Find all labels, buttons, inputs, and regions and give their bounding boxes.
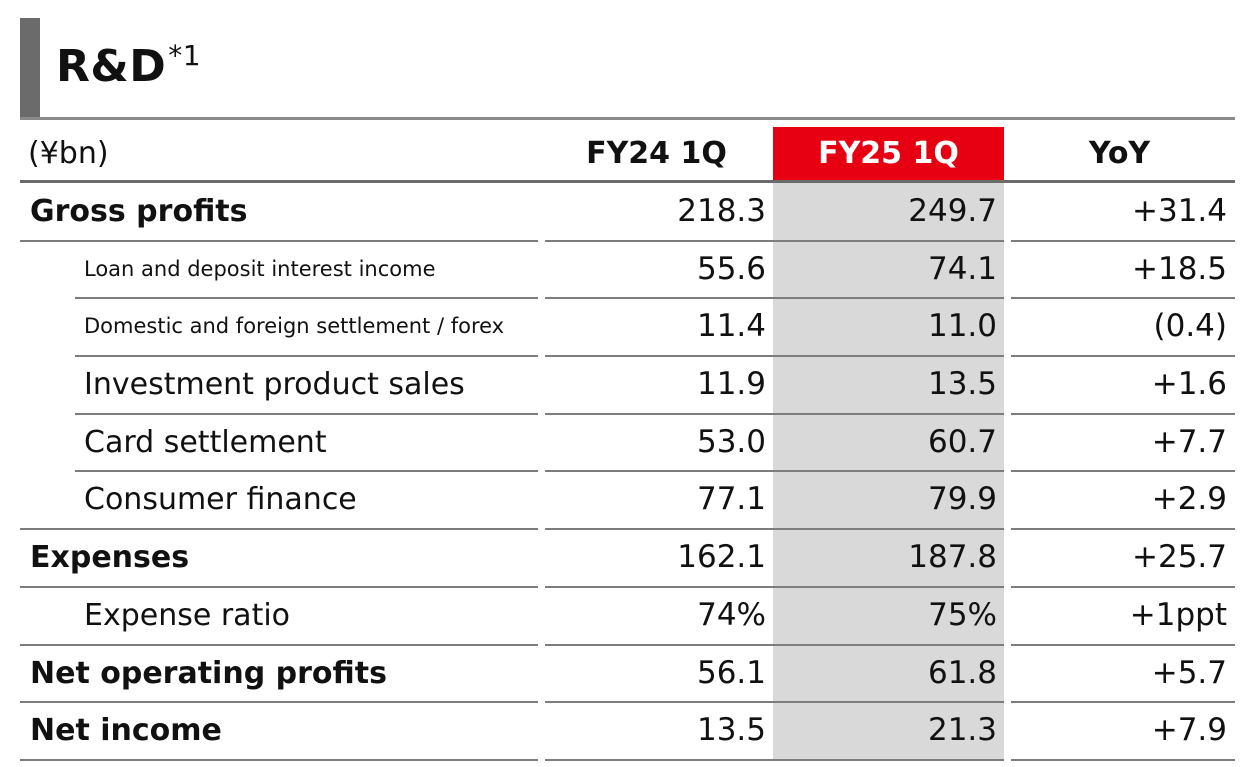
fy24-value: 56.1 <box>696 654 766 691</box>
table-row-loan-deposit-interest: Loan and deposit interest income 55.6 74… <box>0 241 1257 300</box>
row-divider <box>20 701 1235 704</box>
yoy-value: +1.6 <box>1151 366 1227 403</box>
row-label: Gross profits <box>30 194 248 229</box>
column-header-fy25: FY25 1Q <box>818 136 959 171</box>
fy25-value: 79.9 <box>927 481 997 518</box>
column-header-fy24: FY24 1Q <box>586 136 727 171</box>
fy25-value: 75% <box>928 596 997 633</box>
row-divider <box>75 297 1235 300</box>
fy24-value: 11.9 <box>696 366 766 403</box>
financial-table: Gross profits 218.3 249.7 +31.4 Loan and… <box>0 183 1257 761</box>
yoy-value: +25.7 <box>1132 539 1227 576</box>
unit-label: (¥bn) <box>28 136 109 171</box>
row-divider <box>75 412 1235 415</box>
table-row-consumer-finance: Consumer finance 77.1 79.9 +2.9 <box>0 471 1257 531</box>
table-row-net-income: Net income 13.5 21.3 +7.9 <box>0 702 1257 761</box>
yoy-value: +7.7 <box>1151 423 1227 460</box>
page-title-text: R&D <box>56 41 167 92</box>
title-footnote-marker: *1 <box>168 39 202 72</box>
row-label: Card settlement <box>84 424 327 460</box>
row-divider <box>75 355 1235 358</box>
table-row-investment-product-sales: Investment product sales 11.9 13.5 +1.6 <box>0 356 1257 415</box>
fy25-header-highlight <box>773 127 1004 180</box>
page-title: R&D*1 <box>56 42 201 89</box>
fy24-value: 218.3 <box>677 193 766 229</box>
table-row-expense-ratio: Expense ratio 74% 75% +1ppt <box>0 587 1257 646</box>
yoy-value: +18.5 <box>1132 250 1227 287</box>
fy25-value: 21.3 <box>927 712 997 749</box>
row-divider <box>20 585 1235 588</box>
row-label: Net income <box>30 713 222 749</box>
title-divider <box>20 117 1235 120</box>
fy24-value: 55.6 <box>696 250 766 287</box>
yoy-value: +1ppt <box>1129 596 1227 633</box>
row-divider <box>20 528 1235 531</box>
row-divider <box>75 470 1235 473</box>
yoy-value: +2.9 <box>1151 481 1227 518</box>
row-divider <box>20 758 1235 761</box>
row-label: Expense ratio <box>84 597 291 633</box>
table-row-settlement-forex: Domestic and foreign settlement / forex … <box>0 298 1257 358</box>
yoy-value: (0.4) <box>1153 308 1228 345</box>
fy24-value: 74% <box>697 596 766 633</box>
header-divider <box>20 180 1235 183</box>
yoy-value: +31.4 <box>1132 193 1227 229</box>
fy25-value: 13.5 <box>927 366 997 403</box>
fy25-value: 11.0 <box>927 308 997 345</box>
table-row-net-operating-profits: Net operating profits 56.1 61.8 +5.7 <box>0 645 1257 704</box>
row-divider <box>20 643 1235 646</box>
row-label: Consumer finance <box>84 482 357 518</box>
title-accent-bar <box>20 18 40 117</box>
row-divider <box>20 239 1235 242</box>
column-header-yoy: YoY <box>1088 136 1151 171</box>
fy24-value: 77.1 <box>696 481 766 518</box>
row-label: Expenses <box>30 540 190 576</box>
row-label: Loan and deposit interest income <box>84 256 436 281</box>
table-row-gross-profits: Gross profits 218.3 249.7 +31.4 <box>0 183 1257 242</box>
fy25-value: 61.8 <box>927 654 997 691</box>
fy25-value: 249.7 <box>908 193 997 229</box>
row-label: Net operating profits <box>30 655 387 691</box>
fy25-value: 60.7 <box>927 423 997 460</box>
row-label: Investment product sales <box>84 367 465 403</box>
fy24-value: 53.0 <box>696 423 766 460</box>
table-row-card-settlement: Card settlement 53.0 60.7 +7.7 <box>0 414 1257 473</box>
fy24-value: 13.5 <box>696 712 766 749</box>
table-row-expenses: Expenses 162.1 187.8 +25.7 <box>0 529 1257 588</box>
row-label: Domestic and foreign settlement / forex <box>84 314 505 339</box>
fy24-value: 11.4 <box>696 308 766 345</box>
fy24-value: 162.1 <box>677 539 766 576</box>
yoy-value: +7.9 <box>1151 712 1227 749</box>
fy25-value: 187.8 <box>908 539 997 576</box>
yoy-value: +5.7 <box>1151 654 1227 691</box>
fy25-value: 74.1 <box>927 250 997 287</box>
